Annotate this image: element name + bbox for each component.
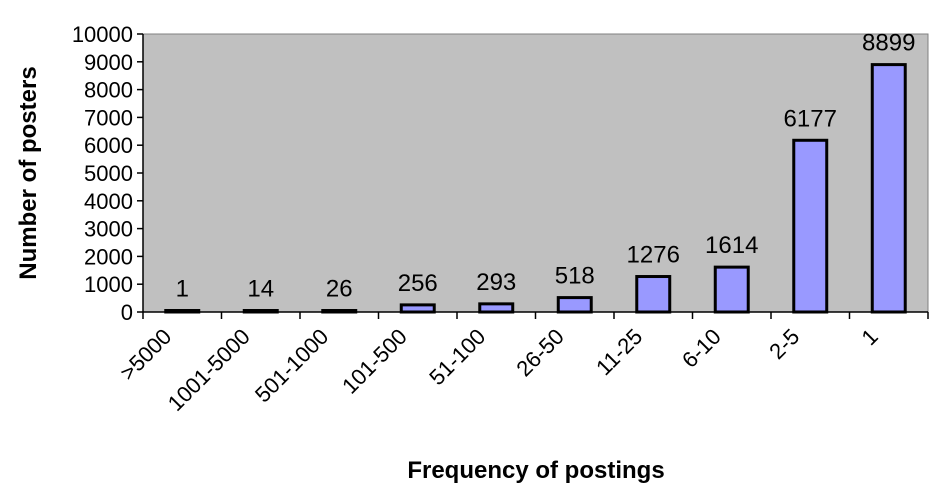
data-label: 518	[555, 263, 595, 290]
x-tick-label: 6-10	[677, 324, 726, 373]
data-label: 26	[326, 276, 353, 303]
data-label: 293	[476, 269, 516, 296]
y-tick-label: 10000	[72, 22, 133, 47]
y-tick-label: 7000	[84, 105, 133, 130]
bar	[792, 138, 829, 314]
x-axis-title: Frequency of postings	[407, 457, 664, 484]
data-label: 1276	[627, 242, 680, 269]
bar	[870, 63, 907, 314]
y-tick-label: 4000	[84, 189, 133, 214]
bar	[713, 265, 750, 314]
y-tick-label: 5000	[84, 161, 133, 186]
y-tick-label: 2000	[84, 244, 133, 269]
x-tick-label: 1001-5000	[163, 324, 255, 416]
data-label: 8899	[862, 30, 915, 57]
x-tick-label: 501-1000	[250, 324, 333, 407]
y-tick-label: 3000	[84, 217, 133, 242]
data-label: 256	[398, 270, 438, 297]
x-tick-label: 51-100	[424, 324, 490, 390]
data-label: 6177	[784, 105, 837, 132]
x-tick-label: >5000	[115, 324, 176, 385]
y-tick-label: 9000	[84, 50, 133, 75]
data-label: 1614	[705, 232, 758, 259]
x-tick-label: 101-500	[337, 324, 412, 399]
y-tick-label: 6000	[84, 133, 133, 158]
y-tick-label: 0	[121, 300, 133, 325]
bar	[635, 275, 672, 314]
x-tick-label: 11-25	[591, 324, 647, 380]
bar	[399, 303, 436, 314]
bar	[556, 296, 593, 314]
bar	[478, 302, 515, 314]
x-tick-label: 2-5	[764, 324, 804, 364]
y-tick-label: 1000	[84, 272, 133, 297]
y-tick-label: 8000	[84, 78, 133, 103]
x-tick-label: 1	[857, 324, 883, 350]
y-axis-title: Number of posters	[15, 66, 42, 279]
x-tick-label: 26-50	[511, 324, 568, 381]
data-label: 1	[176, 276, 189, 303]
data-label: 14	[247, 276, 274, 303]
